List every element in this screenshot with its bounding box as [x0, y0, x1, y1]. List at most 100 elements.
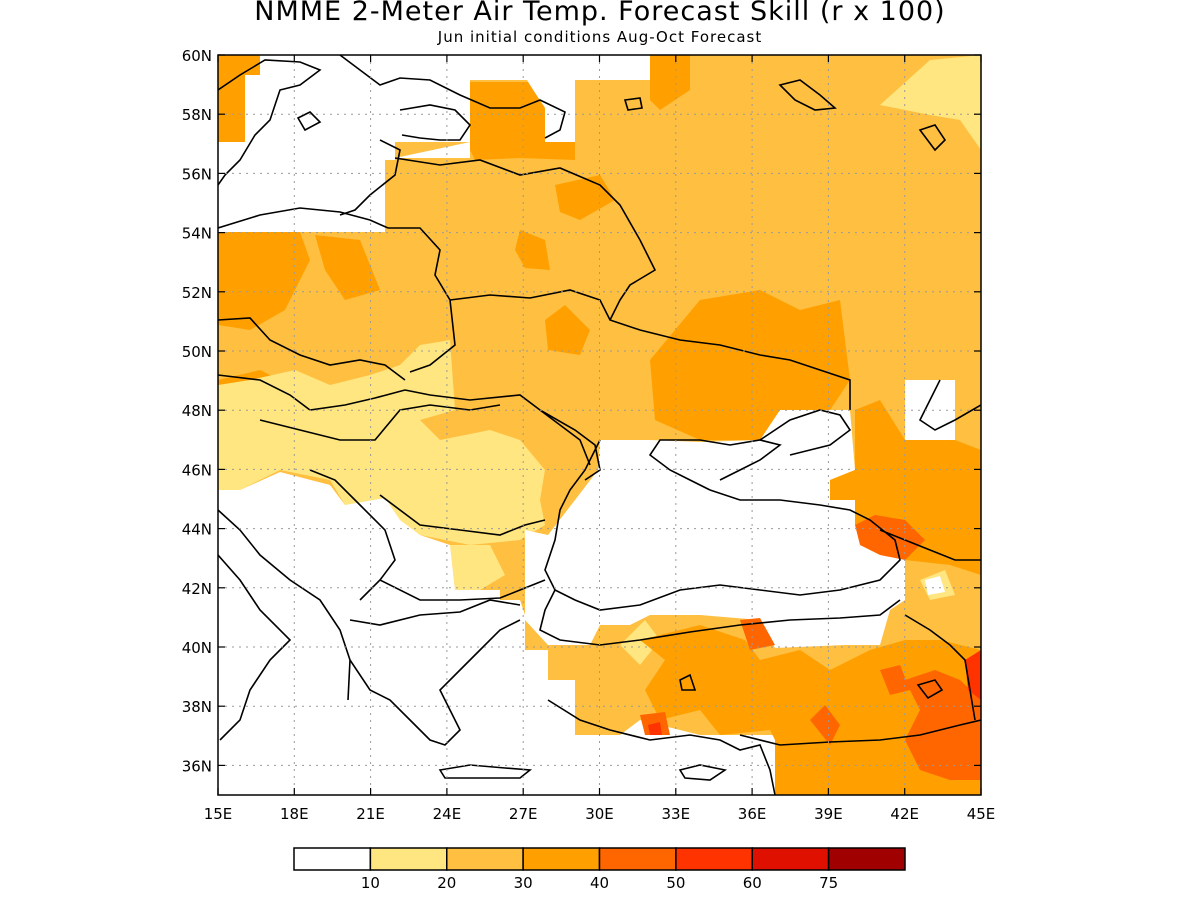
coast-scandinavia — [218, 59, 322, 186]
lon-tick-label: 45E — [967, 805, 996, 823]
field-yellow-anatolia — [620, 620, 660, 665]
field-orange-belarus — [515, 230, 550, 270]
colorbar-label: 30 — [514, 874, 533, 892]
lon-tick-label: 30E — [585, 805, 614, 823]
lat-tick-label: 54N — [182, 225, 212, 243]
field-orange-poland-mid — [315, 235, 380, 300]
field-orange-nw-corner — [218, 55, 260, 142]
coastlines-borders — [218, 55, 981, 795]
border-russia-belarus — [609, 239, 657, 321]
lon-axis: 15E 18E 21E 24E 27E 30E 33E 36E 39E 42E 45E — [204, 55, 996, 823]
colorbar-label: 10 — [361, 874, 380, 892]
field-white-baltic — [218, 55, 650, 232]
coast-gulf-riga — [339, 139, 401, 216]
lat-tick-label: 38N — [182, 698, 212, 716]
field-red-sinop — [740, 618, 775, 650]
lake-onega — [778, 79, 837, 111]
lon-tick-label: 39E — [814, 805, 843, 823]
coast-azov — [759, 409, 852, 456]
map-title: NMME 2-Meter Air Temp. Forecast Skill (r… — [254, 0, 946, 27]
border-turkey-syria — [739, 719, 981, 746]
lon-tick-label: 18E — [280, 805, 309, 823]
lat-tick-label: 60N — [182, 47, 212, 65]
border-moldova — [539, 409, 601, 481]
coast-turkey-south — [547, 699, 776, 795]
coast-black-sea-west — [544, 439, 901, 611]
map-subtitle: Jun initial conditions Aug-Oct Forecast — [437, 28, 763, 46]
skill-field — [218, 55, 981, 795]
lon-tick-label: 42E — [890, 805, 919, 823]
border-romania-south — [379, 494, 546, 536]
border-greece — [349, 599, 521, 626]
coast-finland — [339, 55, 566, 139]
field-orange-north-russia — [650, 55, 690, 110]
colorbar: 10 20 30 40 50 60 75 — [293, 847, 906, 892]
coast-greece — [349, 619, 521, 746]
border-poland-east — [388, 227, 456, 373]
lat-tick-label: 48N — [182, 402, 212, 420]
coast-italy — [218, 554, 292, 741]
lat-tick-label: 58N — [182, 106, 212, 124]
lake-ilmen — [623, 97, 643, 111]
lake-tuz — [679, 673, 697, 691]
colorbar-swatch — [751, 847, 830, 871]
field-white-adriatic — [218, 498, 240, 545]
lat-tick-label: 52N — [182, 284, 212, 302]
field-yellow-bulgaria — [450, 545, 505, 590]
lake-van — [916, 679, 944, 700]
border-hungary — [259, 404, 501, 441]
grid-lines — [218, 55, 981, 795]
field-darkred-antalya — [648, 722, 662, 735]
river-volga — [918, 379, 981, 431]
lon-tick-label: 24E — [433, 805, 462, 823]
coast-adriatic — [218, 509, 351, 701]
colorbar-swatch — [598, 847, 677, 871]
colorbar-swatch — [369, 847, 448, 871]
lat-axis: 60N 58N 56N 54N 52N 50N 48N 46N 44N 42N 40N 38N 36N — [182, 47, 981, 775]
field-yellow-central — [218, 340, 545, 545]
border-bulgaria — [379, 579, 546, 601]
lon-tick-label: 33E — [662, 805, 691, 823]
field-orange-caucasus — [830, 400, 981, 575]
coast-crimea — [648, 439, 782, 491]
lat-tick-label: 50N — [182, 343, 212, 361]
colorbar-label: 40 — [590, 874, 609, 892]
lon-tick-label: 36E — [738, 805, 767, 823]
field-red-caucasus — [855, 515, 925, 560]
field-orange-lithuania — [555, 175, 615, 220]
colorbar-swatch — [446, 847, 524, 871]
colorbar-label: 75 — [819, 874, 838, 892]
coast-poland — [218, 207, 389, 229]
colorbar-label: 50 — [666, 874, 685, 892]
field-orange-latvia — [470, 82, 575, 160]
field-red-anatolia-east — [880, 665, 910, 695]
lon-tick-label: 15E — [204, 805, 233, 823]
lat-tick-label: 44N — [182, 521, 212, 539]
lat-tick-label: 42N — [182, 580, 212, 598]
border-czech-slovakia — [218, 317, 406, 381]
field-white-caucasus-lake — [925, 576, 945, 595]
colorbar-label: 60 — [743, 874, 762, 892]
colorbar-swatch — [293, 847, 372, 871]
lat-tick-label: 40N — [182, 639, 212, 657]
coast-crete — [438, 764, 533, 779]
coast-cyprus — [678, 764, 728, 781]
border-romania-north — [404, 389, 591, 466]
coast-estonia — [399, 104, 472, 141]
field-yellow-northeast — [880, 55, 981, 150]
border-caucasus — [879, 529, 981, 561]
field-orange-ukraine-mid — [545, 305, 590, 355]
lat-tick-label: 46N — [182, 461, 212, 479]
colorbar-swatch — [522, 847, 601, 871]
lon-tick-label: 27E — [509, 805, 538, 823]
coast-turkey-north — [539, 589, 901, 646]
field-orange-east-ukraine — [650, 290, 850, 440]
field-red-anatolia-mid — [810, 705, 840, 745]
field-white-volga — [905, 380, 955, 440]
colorbar-label: 20 — [437, 874, 456, 892]
colorbar-swatch — [675, 847, 753, 871]
lake-ladoga — [918, 124, 947, 152]
lon-tick-label: 21E — [356, 805, 385, 823]
field-orange-poland-west — [218, 232, 310, 330]
